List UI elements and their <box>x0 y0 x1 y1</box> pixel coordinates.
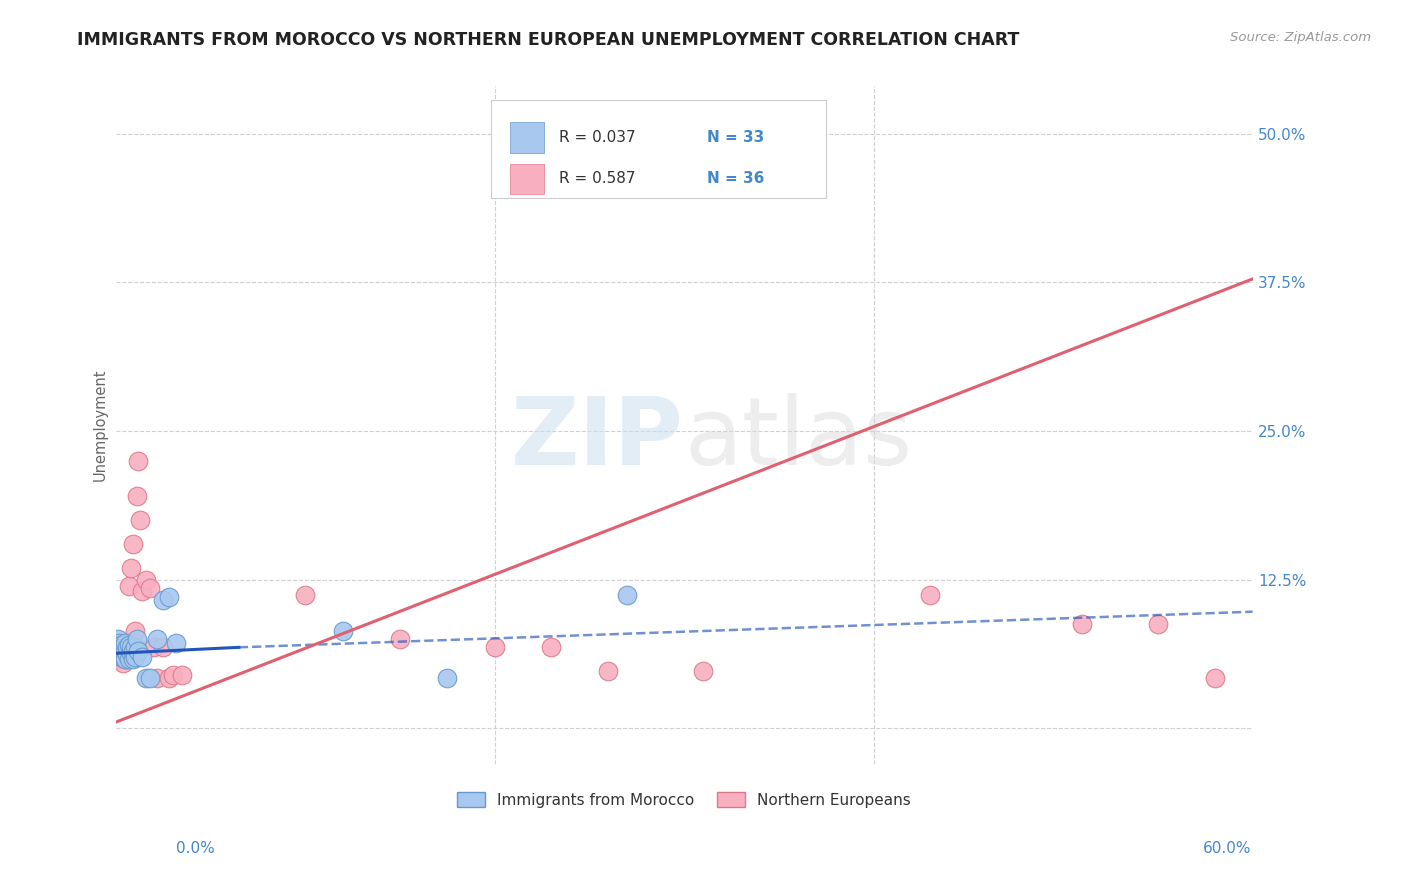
Point <box>436 671 458 685</box>
Point <box>118 638 141 652</box>
Point <box>112 649 135 664</box>
Point <box>129 513 152 527</box>
Point <box>152 640 174 655</box>
Point <box>108 640 131 655</box>
Point <box>110 649 132 664</box>
Point <box>120 560 142 574</box>
Point <box>110 640 132 655</box>
Point <box>332 624 354 638</box>
Point <box>135 573 157 587</box>
Point <box>146 671 169 685</box>
Point <box>115 648 138 662</box>
Point <box>165 635 187 649</box>
Point <box>118 644 141 658</box>
Point <box>146 632 169 646</box>
Point <box>294 588 316 602</box>
Point <box>124 649 146 664</box>
Point <box>112 640 135 655</box>
Point <box>131 649 153 664</box>
Point <box>121 652 143 666</box>
Point <box>124 624 146 638</box>
Text: R = 0.037: R = 0.037 <box>560 130 636 145</box>
Point <box>157 671 180 685</box>
Point <box>110 638 132 652</box>
Text: IMMIGRANTS FROM MOROCCO VS NORTHERN EUROPEAN UNEMPLOYMENT CORRELATION CHART: IMMIGRANTS FROM MOROCCO VS NORTHERN EURO… <box>77 31 1019 49</box>
Point <box>107 632 129 646</box>
Y-axis label: Unemployment: Unemployment <box>93 368 107 482</box>
Point <box>125 632 148 646</box>
Point <box>115 640 138 655</box>
Text: ZIP: ZIP <box>512 392 685 484</box>
Point <box>112 644 135 658</box>
Point <box>1204 671 1226 685</box>
Point <box>114 635 136 649</box>
Point <box>135 671 157 685</box>
Point <box>484 640 506 655</box>
Point <box>121 644 143 658</box>
Text: 0.0%: 0.0% <box>176 841 215 856</box>
Point <box>121 537 143 551</box>
Point <box>114 649 136 664</box>
Point <box>170 667 193 681</box>
Point <box>157 591 180 605</box>
Point <box>142 640 165 655</box>
FancyBboxPatch shape <box>491 100 827 198</box>
Point <box>114 652 136 666</box>
Point <box>120 640 142 655</box>
Point <box>127 454 149 468</box>
Point <box>112 656 135 670</box>
Point <box>108 635 131 649</box>
Point <box>108 644 131 658</box>
Point <box>110 649 132 664</box>
Point <box>127 644 149 658</box>
Point <box>139 581 162 595</box>
Legend: Immigrants from Morocco, Northern Europeans: Immigrants from Morocco, Northern Europe… <box>451 786 917 814</box>
Text: Source: ZipAtlas.com: Source: ZipAtlas.com <box>1230 31 1371 45</box>
Point <box>1147 616 1170 631</box>
Point <box>115 652 138 666</box>
Point <box>120 646 142 660</box>
Text: 60.0%: 60.0% <box>1204 841 1251 856</box>
Text: N = 36: N = 36 <box>707 171 765 186</box>
Point <box>692 664 714 678</box>
Point <box>162 667 184 681</box>
Point <box>107 640 129 655</box>
Point <box>616 588 638 602</box>
Point <box>1071 616 1094 631</box>
Point <box>540 640 562 655</box>
Point <box>114 644 136 658</box>
Point <box>131 584 153 599</box>
Point <box>125 490 148 504</box>
Text: N = 33: N = 33 <box>707 130 763 145</box>
Point <box>108 652 131 666</box>
Point <box>118 652 141 666</box>
Point <box>920 588 942 602</box>
Point <box>388 632 411 646</box>
Point <box>139 671 162 685</box>
Point <box>107 649 129 664</box>
FancyBboxPatch shape <box>510 122 544 153</box>
Point <box>118 578 141 592</box>
Point <box>152 592 174 607</box>
Point <box>598 664 620 678</box>
Text: R = 0.587: R = 0.587 <box>560 171 636 186</box>
Point <box>124 640 146 655</box>
FancyBboxPatch shape <box>510 163 544 194</box>
Text: atlas: atlas <box>685 392 912 484</box>
